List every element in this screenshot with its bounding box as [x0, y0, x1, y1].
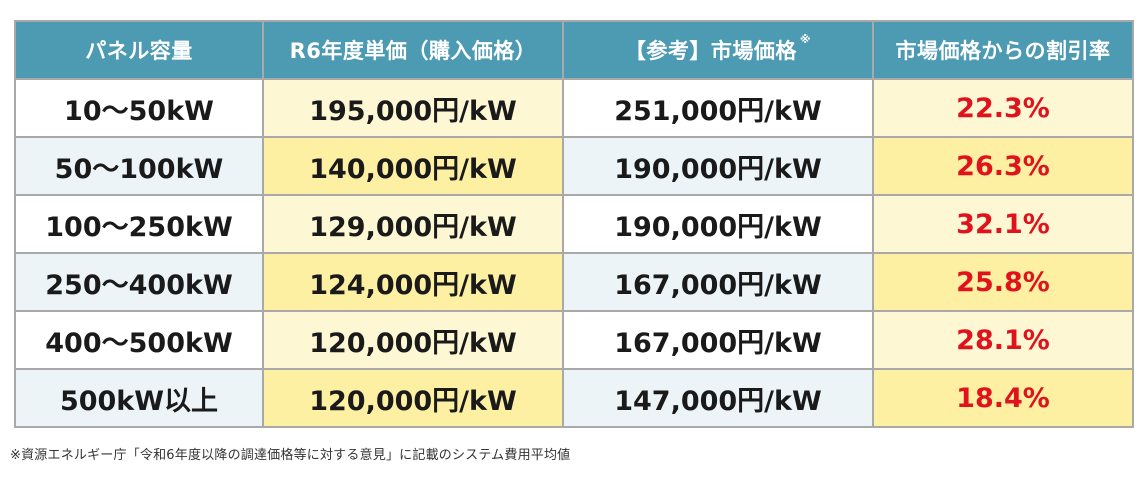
cell-discount: 22.3% — [872, 78, 1134, 138]
cell-capacity: 400〜500kW — [14, 310, 264, 370]
cell-capacity: 100〜250kW — [14, 194, 264, 254]
cell-unit-price: 129,000円/kW — [262, 194, 564, 254]
header-capacity: パネル容量 — [14, 20, 264, 80]
table-row: 50〜100kW 140,000円/kW 190,000円/kW 26.3% — [14, 136, 1134, 196]
cell-unit-price: 195,000円/kW — [262, 78, 564, 138]
cell-discount: 18.4% — [872, 368, 1134, 428]
cell-unit-price: 124,000円/kW — [262, 252, 564, 312]
cell-discount: 28.1% — [872, 310, 1134, 370]
cell-discount: 26.3% — [872, 136, 1134, 196]
table-row: 400〜500kW 120,000円/kW 167,000円/kW 28.1% — [14, 310, 1134, 370]
cell-market-price: 167,000円/kW — [562, 310, 874, 370]
cell-capacity: 10〜50kW — [14, 78, 264, 138]
cell-capacity: 500kW以上 — [14, 368, 264, 428]
cell-market-price: 147,000円/kW — [562, 368, 874, 428]
table-row: 250〜400kW 124,000円/kW 167,000円/kW 25.8% — [14, 252, 1134, 312]
cell-capacity: 50〜100kW — [14, 136, 264, 196]
table-header-row: パネル容量 R6年度単価（購入価格） 【参考】市場価格 ※ 市場価格からの割引率 — [14, 20, 1134, 80]
header-discount: 市場価格からの割引率 — [872, 20, 1134, 80]
table-row: 10〜50kW 195,000円/kW 251,000円/kW 22.3% — [14, 78, 1134, 138]
price-table: パネル容量 R6年度単価（購入価格） 【参考】市場価格 ※ 市場価格からの割引率 … — [14, 20, 1134, 428]
header-unit-price: R6年度単価（購入価格） — [262, 20, 564, 80]
cell-market-price: 167,000円/kW — [562, 252, 874, 312]
cell-unit-price: 120,000円/kW — [262, 310, 564, 370]
cell-market-price: 190,000円/kW — [562, 136, 874, 196]
header-market-price-label: 【参考】市場価格 — [624, 39, 797, 63]
cell-discount: 25.8% — [872, 252, 1134, 312]
table-row: 500kW以上 120,000円/kW 147,000円/kW 18.4% — [14, 368, 1134, 428]
header-market-price: 【参考】市場価格 ※ — [562, 20, 874, 80]
cell-capacity: 250〜400kW — [14, 252, 264, 312]
cell-unit-price: 120,000円/kW — [262, 368, 564, 428]
cell-market-price: 251,000円/kW — [562, 78, 874, 138]
table-row: 100〜250kW 129,000円/kW 190,000円/kW 32.1% — [14, 194, 1134, 254]
cell-discount: 32.1% — [872, 194, 1134, 254]
footnote: ※資源エネルギー庁「令和6年度以降の調達価格等に対する意見」に記載のシステム費用… — [10, 448, 571, 463]
cell-unit-price: 140,000円/kW — [262, 136, 564, 196]
note-mark: ※ — [799, 33, 812, 46]
cell-market-price: 190,000円/kW — [562, 194, 874, 254]
